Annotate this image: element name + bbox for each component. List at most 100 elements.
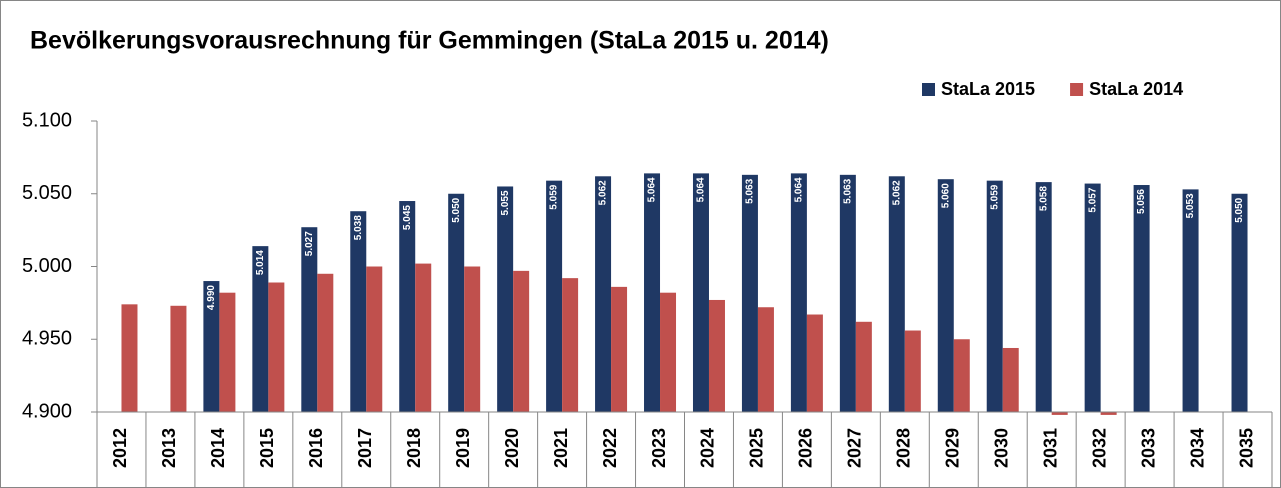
bar xyxy=(1133,185,1150,412)
bar xyxy=(595,176,612,412)
bar xyxy=(1084,183,1101,412)
bar xyxy=(219,292,236,412)
x-tick-label: 2027 xyxy=(845,428,865,468)
x-tick-label: 2022 xyxy=(600,428,620,468)
bar xyxy=(350,211,367,412)
x-tick-label: 2029 xyxy=(943,428,963,468)
bar xyxy=(448,193,465,412)
bar xyxy=(546,180,563,412)
x-tick-label: 2016 xyxy=(306,428,326,468)
bar xyxy=(986,180,1003,412)
x-tick-label: 2032 xyxy=(1089,428,1109,468)
x-tick-label: 2025 xyxy=(747,428,767,468)
bar xyxy=(904,330,921,412)
value-label: 5.050 xyxy=(451,197,462,222)
bar xyxy=(1002,347,1019,412)
x-tick-label: 2024 xyxy=(698,428,718,468)
x-tick-label: 2023 xyxy=(649,428,669,468)
bar xyxy=(741,174,758,412)
bar xyxy=(497,186,514,412)
bar xyxy=(203,281,220,412)
bar xyxy=(464,266,481,412)
x-tick-label: 2021 xyxy=(551,428,571,468)
bar xyxy=(1051,412,1068,415)
value-label: 5.058 xyxy=(1038,186,1049,211)
value-label: 5.059 xyxy=(989,184,1000,209)
value-label: 5.062 xyxy=(891,180,902,205)
value-label: 5.014 xyxy=(255,250,266,275)
x-tick-label: 2015 xyxy=(257,428,277,468)
bar xyxy=(644,173,661,412)
bar xyxy=(888,176,905,412)
bar xyxy=(790,173,807,412)
y-tick-label: 4.900 xyxy=(22,400,72,422)
x-tick-label: 2012 xyxy=(110,428,130,468)
value-label: 5.059 xyxy=(549,184,560,209)
chart-title: Bevölkerungsvorausrechnung für Gemmingen… xyxy=(30,27,829,55)
value-label: 5.056 xyxy=(1136,189,1147,214)
x-tick-label: 2028 xyxy=(894,428,914,468)
bar xyxy=(953,339,970,412)
bar xyxy=(708,299,725,412)
bar xyxy=(937,179,954,412)
bar xyxy=(1100,412,1117,415)
x-tick-label: 2020 xyxy=(502,428,522,468)
bar xyxy=(806,314,823,412)
value-label: 5.050 xyxy=(1234,197,1245,222)
x-tick-label: 2026 xyxy=(796,428,816,468)
x-tick-label: 2030 xyxy=(991,428,1011,468)
x-tick-label: 2031 xyxy=(1040,428,1060,468)
value-label: 5.045 xyxy=(402,205,413,230)
bar xyxy=(268,282,285,412)
value-label: 5.038 xyxy=(353,215,364,240)
x-tick-label: 2033 xyxy=(1138,428,1158,468)
bar xyxy=(1035,182,1052,412)
bar xyxy=(513,270,530,412)
bar xyxy=(366,266,383,412)
value-label: 5.057 xyxy=(1087,187,1098,212)
y-tick-label: 4.950 xyxy=(22,328,72,350)
x-tick-label: 2034 xyxy=(1187,428,1207,468)
bar xyxy=(252,246,269,412)
legend-label: StaLa 2015 xyxy=(941,79,1035,99)
x-tick-label: 2013 xyxy=(159,428,179,468)
value-label: 5.063 xyxy=(745,178,756,203)
bar xyxy=(611,286,628,412)
bar xyxy=(317,273,334,412)
y-tick-label: 5.000 xyxy=(22,255,72,277)
bar xyxy=(170,305,187,412)
legend-swatch xyxy=(922,83,935,96)
value-label: 5.060 xyxy=(940,183,951,208)
value-label: 5.053 xyxy=(1185,193,1196,218)
bar xyxy=(839,174,856,412)
value-label: 5.064 xyxy=(696,177,707,202)
bar xyxy=(660,292,677,412)
bar xyxy=(399,201,416,412)
bar xyxy=(415,263,432,412)
value-label: 5.064 xyxy=(647,177,658,202)
value-label: 5.062 xyxy=(598,180,609,205)
bar xyxy=(855,321,872,412)
x-tick-label: 2018 xyxy=(404,428,424,468)
bar xyxy=(301,227,318,412)
legend-label: StaLa 2014 xyxy=(1089,79,1183,99)
bar xyxy=(1182,189,1199,412)
x-tick-label: 2019 xyxy=(453,428,473,468)
x-tick-label: 2035 xyxy=(1236,428,1256,468)
value-label: 5.063 xyxy=(842,178,853,203)
value-label: 5.055 xyxy=(500,190,511,215)
bar xyxy=(757,307,774,412)
legend-swatch xyxy=(1070,83,1084,96)
y-tick-label: 5.100 xyxy=(22,109,72,131)
value-label: 5.027 xyxy=(304,231,315,256)
x-tick-label: 2014 xyxy=(208,428,228,468)
bar xyxy=(1231,193,1248,412)
bar xyxy=(121,304,138,412)
value-label: 5.064 xyxy=(794,177,805,202)
x-tick-label: 2017 xyxy=(355,428,375,468)
bar xyxy=(562,278,579,412)
value-label: 4.990 xyxy=(206,285,217,310)
y-tick-label: 5.050 xyxy=(22,182,72,204)
bar xyxy=(692,173,709,412)
